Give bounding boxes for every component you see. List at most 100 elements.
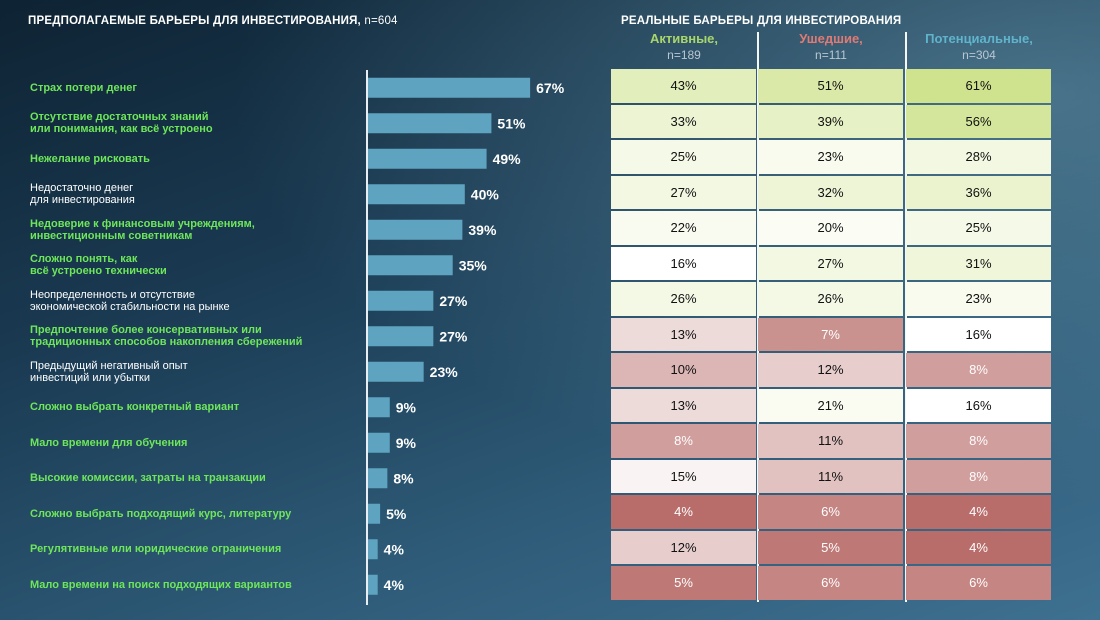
heatmap-cell: 36% (906, 175, 1051, 209)
heatmap-cell: 27% (758, 246, 903, 280)
bar (368, 77, 531, 98)
barrier-label: Недоверие к финансовым учреждениям, инве… (30, 217, 255, 242)
bar-value-label: 51% (497, 115, 526, 131)
bar (368, 184, 465, 205)
bar (368, 468, 388, 489)
segment-column-header: Потенциальные, n=304 (906, 31, 1052, 63)
segment-sample-size: n=304 (962, 48, 996, 62)
bar-value-label: 67% (536, 80, 565, 96)
heatmap-cell: 28% (906, 140, 1051, 174)
heatmap-cell: 43% (611, 69, 756, 103)
bar-value-label: 4% (384, 577, 405, 593)
barrier-label: Регулятивные или юридические ограничения (30, 543, 282, 556)
heatmap-cell: 8% (906, 459, 1051, 493)
heatmap-cell: 11% (758, 424, 903, 458)
heatmap-cell: 26% (611, 282, 756, 316)
heatmap-cell: 23% (758, 140, 903, 174)
heatmap-cell: 11% (758, 459, 903, 493)
heatmap-cell: 25% (611, 140, 756, 174)
heatmap-cell: 31% (906, 246, 1051, 280)
segment-sample-size: n=189 (667, 48, 701, 62)
bar-value-label: 39% (468, 222, 497, 238)
real-barriers-title: РЕАЛЬНЫЕ БАРЬЕРЫ ДЛЯ ИНВЕСТИРОВАНИЯ (621, 15, 902, 27)
bar (368, 397, 390, 418)
heatmap-cell: 22% (611, 211, 756, 245)
column-separator (905, 32, 907, 602)
bar (368, 326, 434, 347)
bar-value-label: 27% (439, 293, 468, 309)
perceived-barriers-sample-size: n=604 (360, 15, 398, 27)
segment-name: Ушедшие, (799, 31, 863, 46)
heatmap-cell: 39% (758, 104, 903, 138)
heatmap-cell: 13% (611, 388, 756, 422)
heatmap-cell: 25% (906, 211, 1051, 245)
heatmap-cell: 12% (611, 530, 756, 564)
bar-axis-line (366, 70, 368, 605)
heatmap-cell: 5% (758, 530, 903, 564)
bar (368, 574, 378, 595)
heatmap-cell: 4% (906, 495, 1051, 529)
barrier-label: Страх потери денег (30, 81, 137, 94)
heatmap-cell: 27% (611, 175, 756, 209)
heatmap-cell: 6% (906, 566, 1051, 600)
barrier-label: Предыдущий негативный опыт инвестиций ил… (30, 359, 188, 384)
bar (368, 148, 487, 169)
bar (368, 219, 463, 240)
perceived-barriers-title: ПРЕДПОЛАГАЕМЫЕ БАРЬЕРЫ ДЛЯ ИНВЕСТИРОВАНИ… (28, 15, 398, 27)
heatmap-cell: 16% (611, 246, 756, 280)
heatmap-cell: 56% (906, 104, 1051, 138)
heatmap-cell: 13% (611, 317, 756, 351)
heatmap-cell: 61% (906, 69, 1051, 103)
heatmap-cell: 26% (758, 282, 903, 316)
bar-value-label: 40% (471, 186, 500, 202)
barrier-label: Сложно выбрать конкретный вариант (30, 401, 240, 414)
barrier-label: Мало времени на поиск подходящих вариант… (30, 578, 292, 591)
heatmap-cell: 51% (758, 69, 903, 103)
bar-value-label: 9% (396, 435, 417, 451)
bar (368, 290, 434, 311)
heatmap-cell: 32% (758, 175, 903, 209)
heatmap-cell: 16% (906, 388, 1051, 422)
segment-column-header: Ушедшие, n=111 (758, 31, 904, 63)
barrier-label: Недостаточно денег для инвестирования (30, 182, 135, 207)
barrier-label: Отсутствие достаточных знаний или понима… (30, 111, 213, 136)
segment-name: Потенциальные, (925, 31, 1033, 46)
bar (368, 113, 492, 134)
bar-value-label: 35% (459, 257, 488, 273)
barrier-label: Нежелание рисковать (30, 152, 150, 165)
column-separator (757, 32, 759, 602)
barrier-label: Высокие комиссии, затраты на транзакции (30, 472, 266, 485)
heatmap-cell: 21% (758, 388, 903, 422)
bar-value-label: 4% (384, 541, 405, 557)
heatmap-cell: 33% (611, 104, 756, 138)
barrier-label: Сложно понять, как всё устроено техничес… (30, 253, 167, 278)
heatmap-cell: 8% (906, 353, 1051, 387)
bar-value-label: 9% (396, 399, 417, 415)
segment-name: Активные, (649, 31, 719, 46)
bar (368, 432, 390, 453)
heatmap-cell: 12% (758, 353, 903, 387)
bar-value-label: 5% (386, 506, 407, 522)
heatmap-cell: 8% (906, 424, 1051, 458)
heatmap-cell: 4% (611, 495, 756, 529)
bar-value-label: 49% (493, 151, 522, 167)
heatmap-cell: 4% (906, 530, 1051, 564)
bar (368, 503, 381, 524)
heatmap-cell: 20% (758, 211, 903, 245)
heatmap-cell: 15% (611, 459, 756, 493)
heatmap-cell: 6% (758, 566, 903, 600)
bar (368, 361, 424, 382)
bar-value-label: 23% (430, 364, 459, 380)
barrier-label: Предпочтение более консервативных или тр… (30, 324, 303, 349)
barrier-label: Неопределенность и отсутствие экономичес… (30, 288, 230, 313)
heatmap-cell: 16% (906, 317, 1051, 351)
bar-value-label: 27% (439, 328, 468, 344)
bar-value-label: 8% (393, 470, 414, 486)
barrier-label: Мало времени для обучения (30, 436, 188, 449)
heatmap-cell: 7% (758, 317, 903, 351)
bar (368, 255, 453, 276)
segment-column-header: Активные, n=189 (611, 31, 757, 63)
heatmap-cell: 10% (611, 353, 756, 387)
heatmap-cell: 8% (611, 424, 756, 458)
bar (368, 539, 378, 560)
